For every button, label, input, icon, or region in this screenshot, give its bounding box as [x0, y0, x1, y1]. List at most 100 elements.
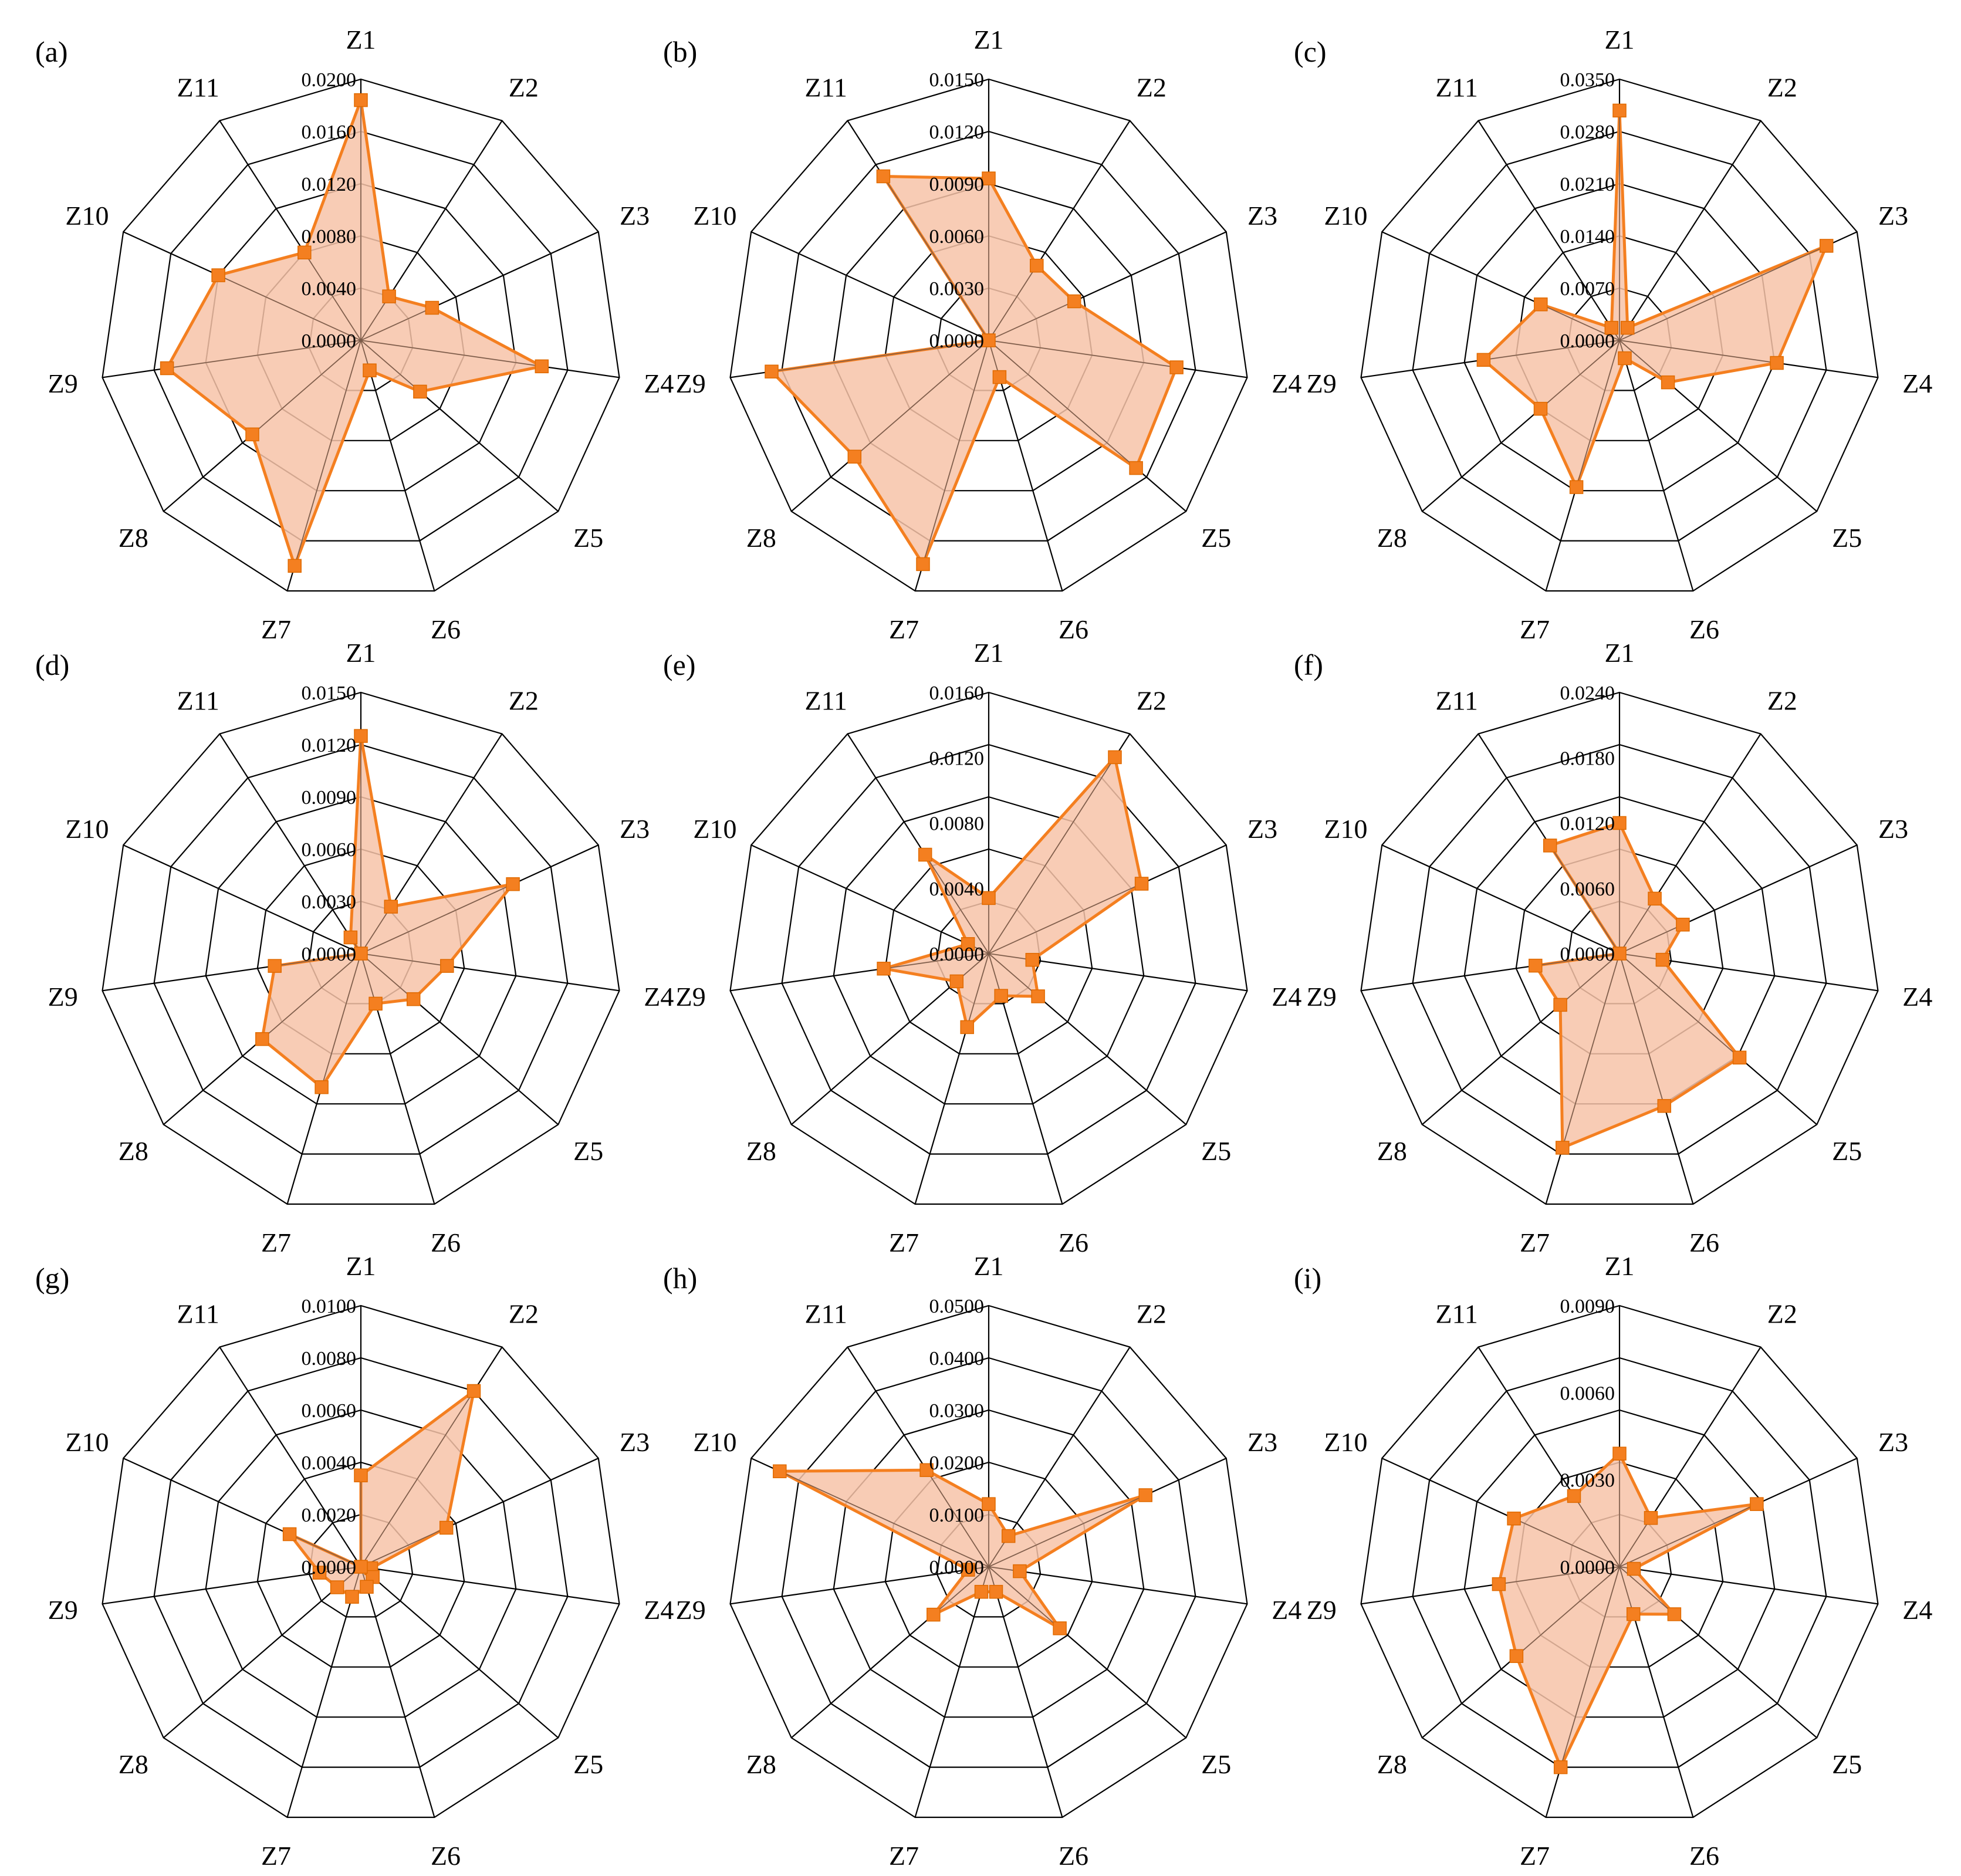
grid-ring — [1360, 1304, 1879, 1818]
radar-panel: (e) Z1 Z2 Z3 Z4 Z5 Z6 Z7 Z8 Z9 Z10 Z11 0.0000 0.0040 0… — [663, 638, 1301, 1258]
axis-label: Z2 — [509, 1299, 539, 1329]
axis-label: Z9 — [48, 369, 78, 398]
axis-label: Z11 — [177, 72, 219, 102]
axis-label: Z1 — [1604, 638, 1634, 668]
axis-label: Z11 — [177, 1299, 219, 1329]
axis-label: Z1 — [346, 638, 376, 668]
inner-spoke — [360, 953, 414, 1000]
data-point-marker — [847, 449, 862, 464]
tick-label: 0.0300 — [929, 1400, 985, 1422]
data-point-marker — [1031, 989, 1045, 1003]
axis-label: Z11 — [1435, 1299, 1477, 1329]
axis-label: Z10 — [65, 814, 109, 844]
data-point-marker — [960, 1020, 974, 1035]
data-series-area — [1481, 110, 1830, 491]
data-point-marker — [288, 559, 302, 573]
data-point-marker — [363, 363, 377, 377]
data-point-marker — [535, 359, 549, 374]
inner-spoke — [1619, 953, 1665, 1106]
axis-label: Z6 — [431, 1841, 461, 1871]
inner-spoke — [360, 906, 391, 954]
axis-label: Z10 — [65, 1427, 109, 1457]
data-point-marker — [360, 1580, 374, 1594]
inner-spoke — [883, 953, 989, 969]
data-point-marker — [1618, 351, 1632, 366]
axis-label: Z8 — [746, 1136, 776, 1166]
axis-label: Z6 — [1059, 1841, 1088, 1871]
inner-spoke — [167, 340, 361, 369]
axis-label: Z10 — [1324, 1427, 1367, 1457]
tick-label: 0.0090 — [302, 787, 357, 809]
tick-label: 0.0090 — [929, 174, 985, 195]
axis-label: Z1 — [973, 638, 1003, 668]
inner-spoke — [966, 953, 989, 1027]
inner-spoke — [275, 953, 361, 966]
tick-label: 0.0000 — [929, 944, 985, 965]
grid-ring — [153, 130, 569, 542]
radar-panel: (c) Z1 Z2 Z3 Z4 Z5 Z6 Z7 Z8 Z9 Z10 Z11 0.0000 0.0070 0… — [1294, 25, 1932, 644]
axis-spoke — [360, 1566, 435, 1818]
inner-spoke — [1540, 340, 1620, 410]
inner-spoke — [1619, 953, 1663, 961]
data-point-marker — [343, 930, 358, 945]
axis-label: Z4 — [1272, 1595, 1301, 1625]
inner-spoke — [321, 953, 361, 1087]
tick-label: 0.0030 — [929, 278, 985, 300]
data-point-marker — [1492, 1577, 1506, 1591]
axis-label: Z11 — [1435, 72, 1477, 102]
grid-ring — [205, 182, 517, 492]
inner-spoke — [1619, 340, 1669, 383]
axis-label: Z10 — [1324, 814, 1367, 844]
axis-spoke — [219, 1347, 361, 1567]
data-point-marker — [982, 1497, 996, 1511]
axis-label: Z11 — [804, 1299, 847, 1329]
data-point-marker — [1476, 353, 1491, 367]
data-point-marker — [440, 959, 454, 973]
grid-ring — [1360, 78, 1879, 592]
data-point-marker — [1620, 320, 1635, 335]
axis-label: Z1 — [1604, 25, 1634, 55]
axis-label: Z7 — [1520, 1841, 1550, 1871]
axis-label: Z9 — [1307, 369, 1337, 398]
tick-label: 0.0140 — [1560, 226, 1615, 248]
axis-label: Z8 — [1377, 523, 1407, 553]
axis-label: Z11 — [177, 685, 219, 715]
grid-ring — [833, 182, 1145, 492]
data-point-marker — [1604, 320, 1619, 335]
axis-label: Z4 — [1902, 1595, 1932, 1625]
data-point-marker — [1612, 816, 1627, 830]
tick-label: 0.0120 — [929, 121, 985, 143]
data-point-marker — [1534, 297, 1548, 312]
tick-label: 0.0040 — [929, 878, 985, 900]
inner-spoke — [289, 1533, 361, 1567]
axis-label: Z7 — [261, 1841, 291, 1871]
axis-label: Z4 — [1902, 982, 1932, 1012]
inner-spoke — [779, 1471, 989, 1567]
tick-label: 0.0000 — [929, 330, 985, 352]
data-point-marker — [439, 1520, 454, 1535]
tick-label: 0.0180 — [1560, 748, 1615, 769]
axis-label: Z5 — [573, 1749, 603, 1779]
data-point-marker — [961, 1563, 975, 1577]
tick-label: 0.0200 — [302, 69, 357, 91]
inner-spoke — [360, 884, 513, 954]
inner-spoke — [218, 275, 361, 341]
data-point-marker — [1553, 998, 1567, 1012]
data-point-marker — [1129, 461, 1143, 475]
grid-ring — [153, 743, 569, 1155]
grid-ring — [102, 78, 620, 592]
inner-spoke — [360, 296, 390, 341]
data-point-marker — [1627, 1561, 1641, 1576]
axis-label: Z3 — [1878, 201, 1908, 231]
data-point-marker — [1569, 480, 1584, 494]
axis-label: Z9 — [676, 1595, 706, 1625]
axis-label: Z3 — [620, 201, 650, 231]
tick-label: 0.0150 — [302, 682, 357, 704]
axis-label: Z11 — [804, 685, 847, 715]
inner-spoke — [294, 340, 361, 566]
axis-label: Z6 — [1689, 1841, 1719, 1871]
inner-spoke — [1619, 1566, 1634, 1614]
data-point-marker — [354, 729, 368, 743]
axis-label: Z8 — [119, 1749, 148, 1779]
axis-label: Z4 — [644, 369, 674, 398]
